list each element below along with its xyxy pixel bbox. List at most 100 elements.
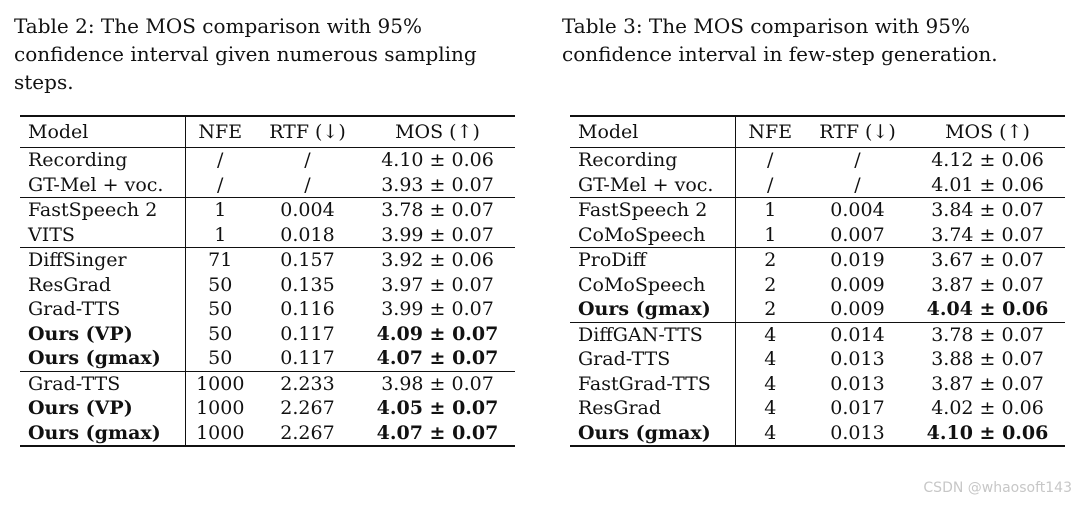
cell-rtf: 0.009	[830, 273, 885, 296]
cell-rtf: 0.117	[280, 322, 335, 345]
header-mos: MOS (↑)	[945, 121, 1030, 143]
cell-mos: 4.10 ± 0.06	[381, 149, 494, 172]
cell-mos: 3.74 ± 0.07	[931, 223, 1044, 246]
cell-mos: 4.01 ± 0.06	[931, 173, 1044, 196]
cell-model: DiffSinger	[28, 249, 127, 272]
cell-rtf: 0.013	[830, 421, 885, 444]
table-row: FastSpeech 2 1 0.004 3.78 ± 0.07	[20, 197, 515, 223]
header-rtf: RTF (↓)	[819, 121, 896, 143]
cell-mos: 4.12 ± 0.06	[931, 149, 1044, 172]
cell-nfe: 1	[734, 197, 805, 223]
cell-mos: 3.92 ± 0.06	[381, 249, 494, 272]
cell-model: Ours (gmax)	[28, 421, 161, 444]
header-nfe: NFE	[184, 116, 255, 148]
cell-rtf: /	[304, 149, 311, 172]
table-row: Ours (gmax) 1000 2.267 4.07 ± 0.07	[20, 420, 515, 446]
header-mos: MOS (↑)	[395, 121, 480, 143]
table-row: FastSpeech 2 1 0.004 3.84 ± 0.07	[570, 197, 1065, 223]
table-3: Model NFE RTF (↓) MOS (↑) Recording //4.1…	[570, 115, 1065, 447]
cell-rtf: 0.019	[830, 249, 885, 272]
cell-mos: 3.97 ± 0.07	[381, 273, 494, 296]
header-model: Model	[578, 121, 639, 143]
header-model: Model	[28, 121, 89, 143]
cell-nfe: 50	[184, 297, 255, 322]
cell-rtf: /	[854, 149, 861, 172]
table-row: ProDiff 2 0.019 3.67 ± 0.07	[570, 247, 1065, 273]
cell-nfe: 4	[734, 322, 805, 347]
cell-mos: 3.88 ± 0.07	[931, 348, 1044, 371]
cell-model: FastGrad-TTS	[578, 372, 711, 395]
cell-nfe: 50	[184, 321, 255, 346]
table-row: ResGrad 50 0.135 3.97 ± 0.07	[20, 272, 515, 297]
table-row: Grad-TTS 50 0.116 3.99 ± 0.07	[20, 297, 515, 322]
table-row: Recording / / 4.12 ± 0.06	[570, 147, 1065, 173]
cell-mos: 3.84 ± 0.07	[931, 199, 1044, 222]
cell-rtf: 0.004	[280, 199, 335, 222]
table-group: DiffSinger 71 0.157 3.92 ± 0.06 ResGrad 50 0.1…	[20, 247, 515, 371]
cell-model: Grad-TTS	[28, 372, 121, 395]
table-row: Ours (gmax) 4 0.013 4.10 ± 0.06	[570, 420, 1065, 446]
cell-model: Ours (gmax)	[578, 298, 711, 321]
cell-model: FastSpeech 2	[28, 199, 158, 222]
cell-model: Recording	[28, 149, 128, 172]
table-row: ResGrad 4 0.017 4.02 ± 0.06	[570, 396, 1065, 421]
cell-mos: 3.67 ± 0.07	[931, 249, 1044, 272]
table-row: Recording / / 4.10 ± 0.06	[20, 147, 515, 173]
cell-model: FastSpeech 2	[578, 199, 708, 222]
cell-mos: 4.07 ± 0.07	[376, 421, 499, 444]
cell-nfe: 50	[184, 346, 255, 371]
cell-rtf: 0.018	[280, 223, 335, 246]
cell-mos: 4.09 ± 0.07	[376, 322, 499, 345]
cell-nfe: 4	[734, 420, 805, 446]
cell-nfe: 1	[184, 222, 255, 248]
cell-mos: 3.78 ± 0.07	[931, 323, 1044, 346]
cell-mos: 4.02 ± 0.06	[931, 397, 1044, 420]
cell-mos: 4.04 ± 0.06	[926, 298, 1049, 321]
table-row: GT-Mel + voc. / / 4.01 ± 0.06	[570, 172, 1065, 198]
cell-mos: 4.05 ± 0.07	[376, 397, 499, 420]
cell-mos: 3.93 ± 0.07	[381, 173, 494, 196]
cell-nfe: 2	[734, 297, 805, 322]
table-group: Grad-TTS 1000 2.233 3.98 ± 0.07 Ours (VP) 100…	[20, 371, 515, 446]
table-row: Ours (gmax) 2 0.009 4.04 ± 0.06	[570, 297, 1065, 322]
cell-model: VITS	[28, 223, 75, 246]
cell-mos: 3.99 ± 0.07	[381, 223, 494, 246]
cell-model: Grad-TTS	[578, 348, 671, 371]
table-2: Model NFE RTF (↓) MOS (↑) Recording // 4.1…	[20, 115, 515, 447]
table-row: CoMoSpeech 1 0.007 3.74 ± 0.07	[570, 222, 1065, 248]
cell-nfe: 1	[734, 222, 805, 248]
table-group: FastSpeech 2 1 0.004 3.84 ± 0.07 CoMoSpeech 1…	[570, 197, 1065, 248]
cell-nfe: 1	[184, 197, 255, 223]
cell-mos: 3.87 ± 0.07	[931, 372, 1044, 395]
cell-mos: 3.98 ± 0.07	[381, 372, 494, 395]
table-group: Recording //4.10 ± 0.06 GT-Mel + voc. //3.9…	[20, 147, 515, 198]
cell-mos: 4.10 ± 0.06	[926, 421, 1049, 444]
cell-rtf: 0.007	[830, 223, 885, 246]
table-row: Grad-TTS 1000 2.233 3.98 ± 0.07	[20, 371, 515, 396]
cell-model: ProDiff	[578, 249, 647, 272]
cell-rtf: 0.017	[830, 397, 885, 420]
cell-rtf: 0.013	[830, 348, 885, 371]
cell-model: Ours (gmax)	[28, 347, 161, 370]
table-row: Ours (VP) 50 0.117 4.09 ± 0.07	[20, 321, 515, 346]
table-header-row: Model NFE RTF (↓) MOS (↑)	[570, 116, 1065, 148]
header-nfe: NFE	[734, 116, 805, 148]
cell-rtf: /	[304, 173, 311, 196]
cell-rtf: /	[854, 173, 861, 196]
cell-nfe: 4	[734, 396, 805, 421]
table-2-caption: Table 2: The MOS comparison with 95% con…	[14, 14, 477, 94]
cell-nfe: 1000	[184, 371, 255, 396]
table-row: VITS 1 0.018 3.99 ± 0.07	[20, 222, 515, 248]
cell-model: DiffGAN-TTS	[578, 323, 703, 346]
header-rtf: RTF (↓)	[269, 121, 346, 143]
table-group: FastSpeech 2 1 0.004 3.78 ± 0.07 VITS 1 0.018 3…	[20, 197, 515, 248]
cell-nfe: 4	[734, 347, 805, 372]
cell-model: Ours (VP)	[28, 397, 133, 420]
table-row: GT-Mel + voc. / / 3.93 ± 0.07	[20, 172, 515, 198]
cell-rtf: 0.009	[830, 298, 885, 321]
table-row: Ours (VP) 1000 2.267 4.05 ± 0.07	[20, 396, 515, 421]
cell-mos: 3.99 ± 0.07	[381, 298, 494, 321]
cell-rtf: 0.014	[830, 323, 885, 346]
cell-rtf: 2.267	[280, 421, 335, 444]
cell-rtf: 2.233	[280, 372, 335, 395]
